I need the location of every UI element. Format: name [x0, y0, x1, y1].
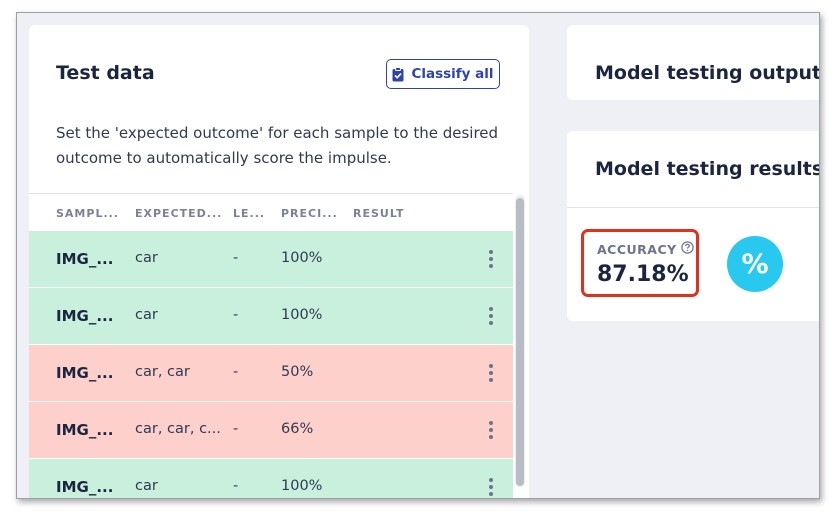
- row-expected-outcome: car, car: [135, 364, 190, 380]
- row-sample-name[interactable]: IMG_...: [56, 307, 114, 325]
- kebab-menu-icon[interactable]: [487, 307, 495, 325]
- row-length: -: [233, 421, 239, 437]
- row-precision: 66%: [281, 421, 314, 437]
- test-data-title: Test data: [56, 62, 155, 84]
- row-precision: 100%: [281, 478, 323, 494]
- row-length: -: [233, 364, 239, 380]
- test-data-table: IMG_... car - 100% IMG_... car - 100% IM…: [29, 231, 513, 498]
- table-row[interactable]: IMG_... car - 100%: [29, 288, 513, 345]
- table-header: SAMPL... EXPECTED... LE... PRECI... RESU…: [29, 193, 513, 232]
- model-testing-output-title: Model testing output: [595, 62, 820, 84]
- accuracy-value: 87.18%: [597, 262, 689, 287]
- row-expected-outcome: car: [135, 478, 158, 494]
- row-precision: 100%: [281, 250, 323, 266]
- question-circle-icon[interactable]: [681, 241, 694, 257]
- table-row[interactable]: IMG_... car, car, c... - 66%: [29, 402, 513, 459]
- table-row[interactable]: IMG_... car, car - 50%: [29, 345, 513, 402]
- row-sample-name[interactable]: IMG_...: [56, 478, 114, 496]
- row-expected-outcome: car: [135, 307, 158, 323]
- column-header-result[interactable]: RESULT: [353, 206, 405, 220]
- accuracy-highlight: ACCURACY 87.18%: [581, 229, 699, 297]
- row-expected-outcome: car: [135, 250, 158, 266]
- kebab-menu-icon[interactable]: [487, 421, 495, 439]
- model-testing-output-panel: Model testing output: [567, 25, 820, 100]
- column-header-sample[interactable]: SAMPL...: [56, 206, 119, 220]
- row-length: -: [233, 250, 239, 266]
- classify-all-label: Classify all: [411, 66, 494, 82]
- kebab-menu-icon[interactable]: [487, 250, 495, 268]
- kebab-menu-icon[interactable]: [487, 364, 495, 382]
- table-row[interactable]: IMG_... car - 100%: [29, 459, 513, 498]
- column-header-expected[interactable]: EXPECTED...: [135, 206, 223, 220]
- test-data-panel: Test data Classify all Set the 'expected…: [29, 25, 529, 498]
- row-length: -: [233, 478, 239, 494]
- model-testing-results-panel: Model testing results ACCURACY 87.18% %: [567, 131, 820, 321]
- row-expected-outcome: car, car, c...: [135, 421, 221, 437]
- table-scrollbar[interactable]: [515, 195, 525, 487]
- column-header-precision[interactable]: PRECI...: [281, 206, 338, 220]
- divider: [567, 207, 819, 208]
- clipboard-check-icon: [392, 66, 404, 82]
- accuracy-label-row: ACCURACY: [597, 241, 694, 257]
- row-length: -: [233, 307, 239, 323]
- classify-all-button[interactable]: Classify all: [386, 59, 500, 89]
- scrollbar-thumb[interactable]: [516, 198, 524, 486]
- row-precision: 50%: [281, 364, 314, 380]
- model-testing-results-title: Model testing results: [595, 158, 820, 180]
- row-sample-name[interactable]: IMG_...: [56, 421, 114, 439]
- kebab-menu-icon[interactable]: [487, 478, 495, 496]
- row-precision: 100%: [281, 307, 323, 323]
- app-window: Test data Classify all Set the 'expected…: [16, 12, 820, 499]
- row-sample-name[interactable]: IMG_...: [56, 364, 114, 382]
- row-sample-name[interactable]: IMG_...: [56, 250, 114, 268]
- column-header-length[interactable]: LE...: [233, 206, 266, 220]
- percent-icon: %: [727, 236, 783, 292]
- accuracy-label: ACCURACY: [597, 241, 677, 257]
- test-data-description: Set the 'expected outcome' for each samp…: [56, 124, 499, 167]
- table-row[interactable]: IMG_... car - 100%: [29, 231, 513, 288]
